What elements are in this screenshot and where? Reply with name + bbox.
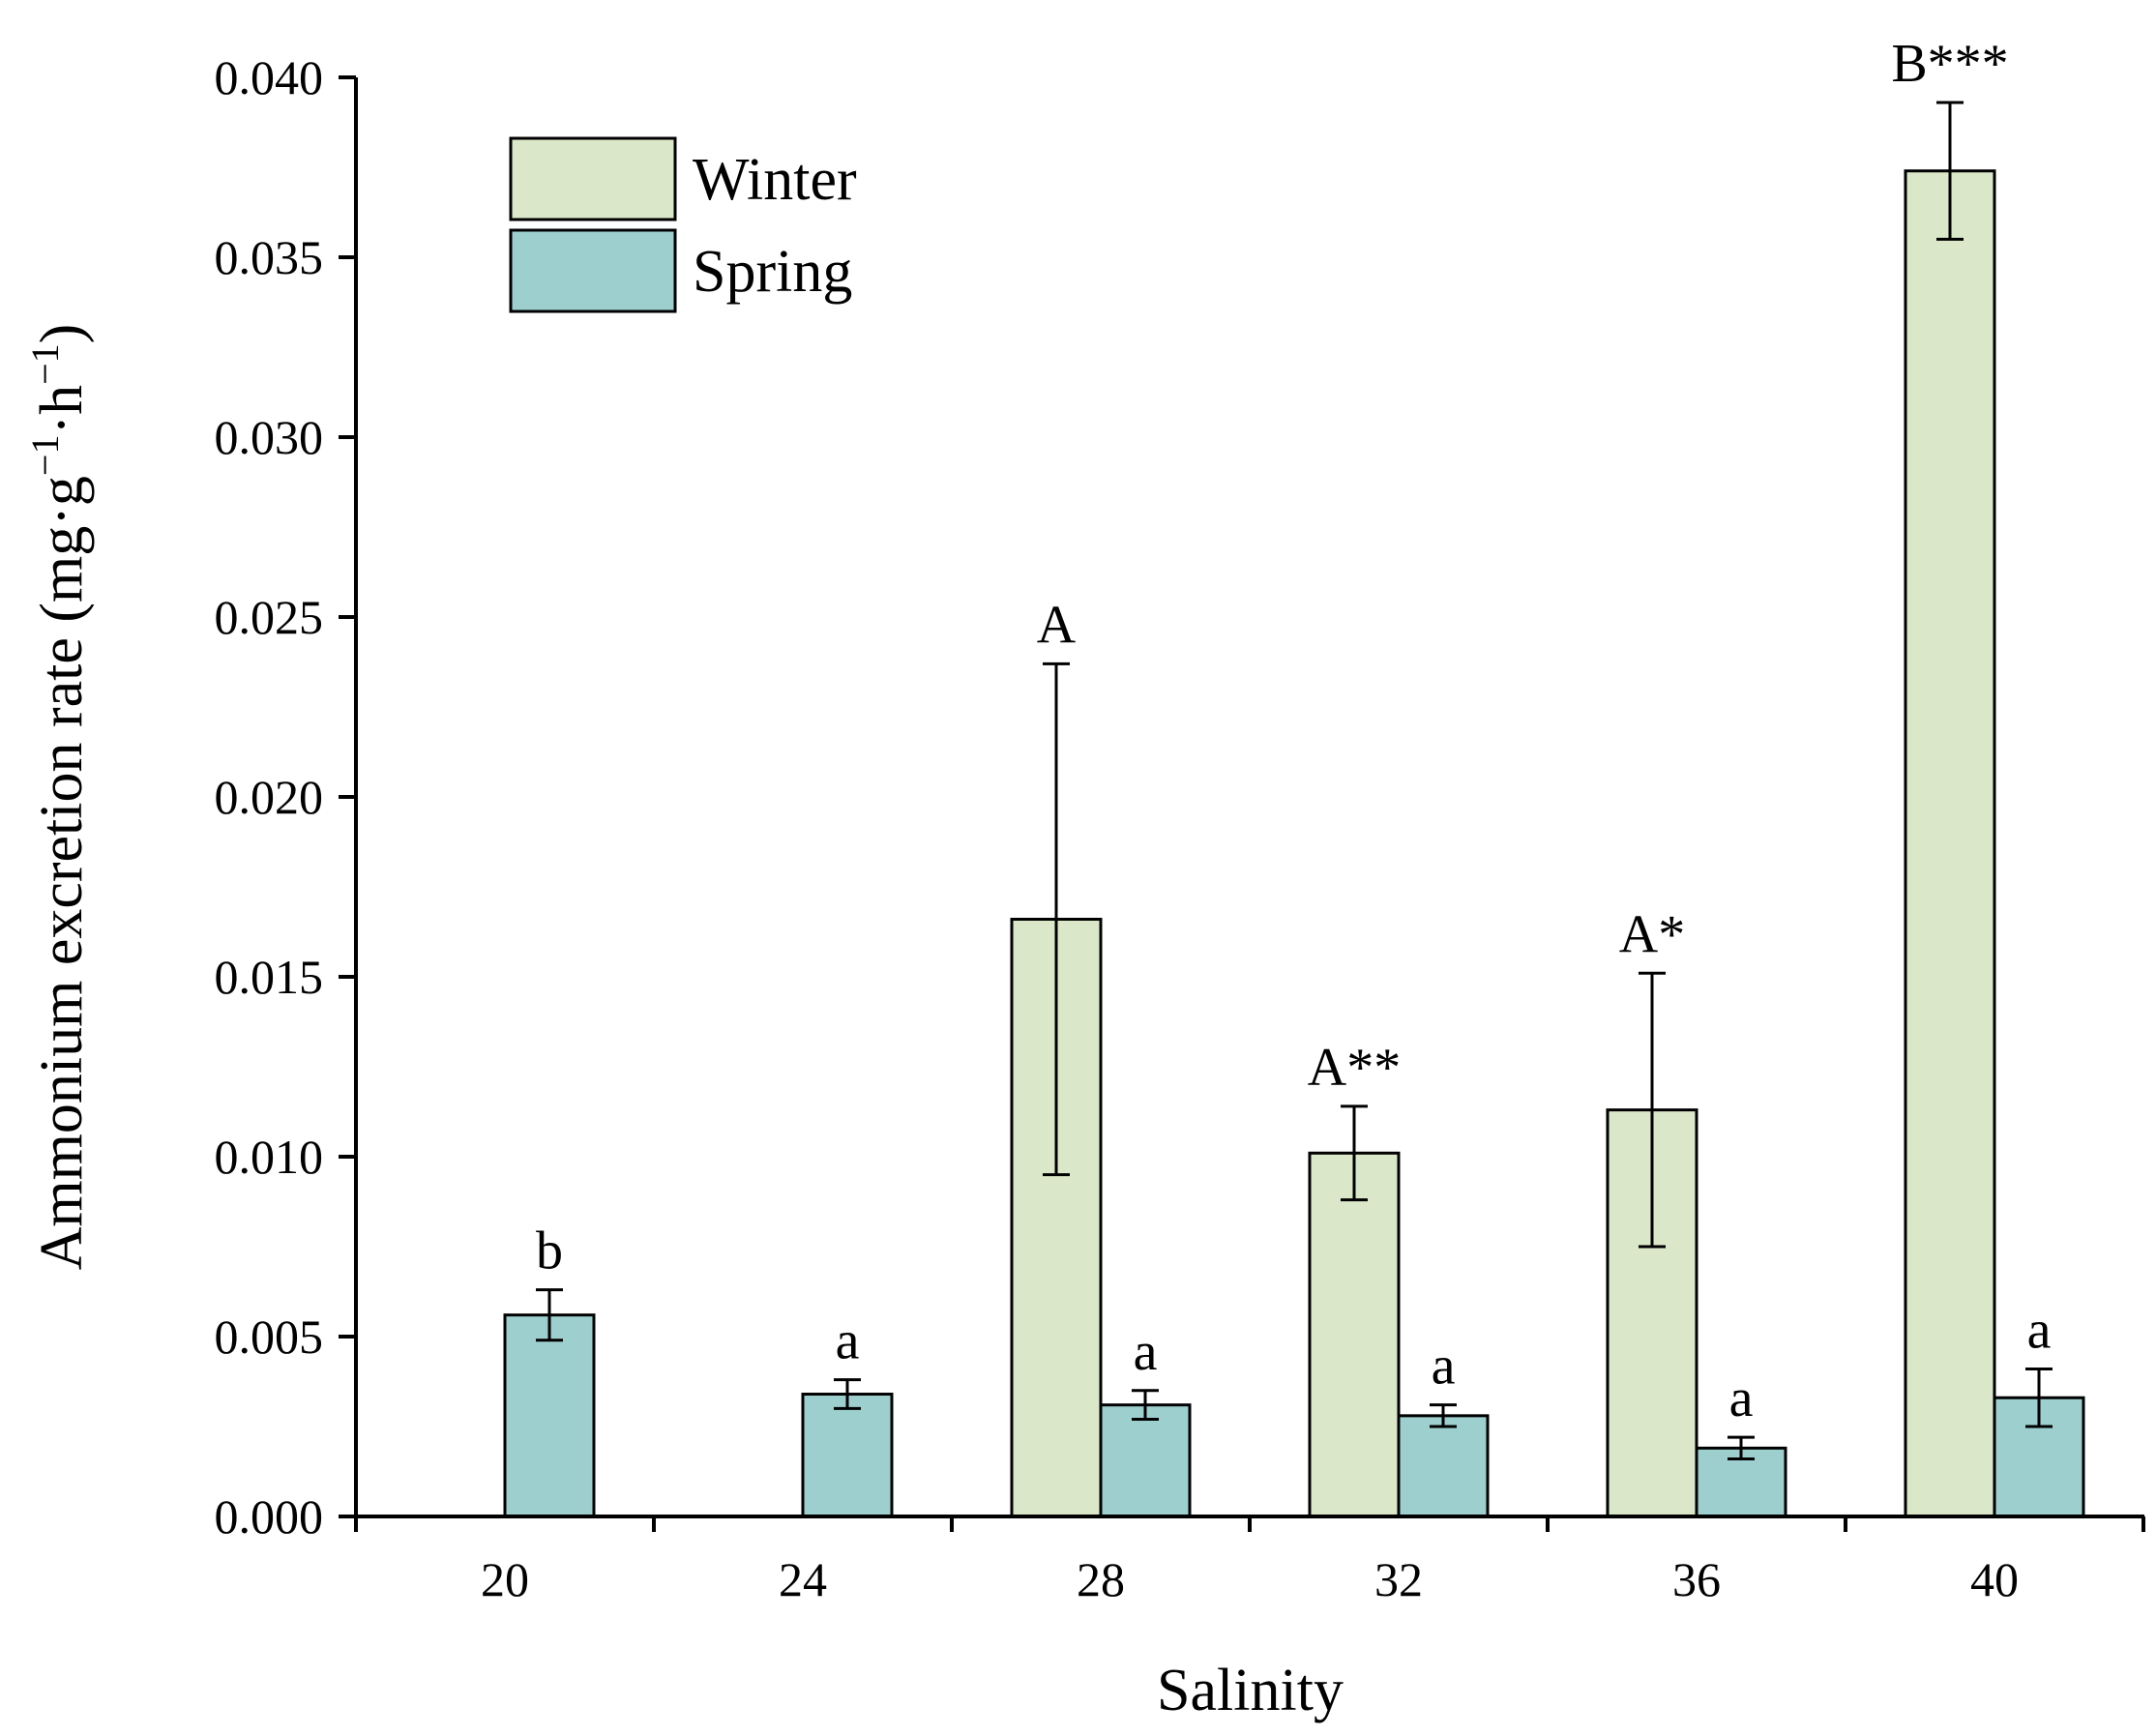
error-bar-winter-40 — [1936, 101, 1964, 241]
legend-swatch-spring — [509, 228, 677, 313]
bar-spring-28 — [1099, 1403, 1192, 1518]
bar-spring-32 — [1397, 1414, 1490, 1518]
y-tick-label: 0.035 — [215, 230, 324, 284]
y-tick-label: 0.030 — [215, 410, 324, 464]
y-tick-label: 0.025 — [215, 590, 324, 644]
error-bar-spring-24 — [834, 1378, 861, 1410]
significance-label-winter-32: A** — [1308, 1038, 1401, 1098]
y-axis-title-end: ) — [29, 324, 95, 344]
significance-label-winter-40: B*** — [1891, 34, 2008, 94]
y-tick-label: 0.005 — [215, 1309, 324, 1364]
error-bar-winter-32 — [1341, 1104, 1368, 1202]
legend-label-winter: Winter — [693, 147, 857, 213]
y-axis-title-sup2: −1 — [23, 343, 67, 385]
y-axis-title-main: Ammonium excretion rate (mg·g — [29, 476, 95, 1270]
legend-label-spring: Spring — [693, 239, 852, 305]
error-bar-spring-32 — [1430, 1403, 1457, 1428]
bar-winter-32 — [1308, 1151, 1401, 1518]
y-tick-label: 0.020 — [215, 770, 324, 824]
bar-spring-24 — [801, 1393, 894, 1518]
y-axis-title: Ammonium excretion rate (mg·g−1·h−1) — [23, 324, 95, 1271]
x-tick-label: 40 — [1970, 1552, 2019, 1606]
x-tick-label: 28 — [1077, 1552, 1125, 1606]
x-tick-label: 32 — [1374, 1552, 1423, 1606]
error-bar-winter-36 — [1639, 971, 1666, 1249]
legend-swatch-winter — [509, 136, 677, 221]
legend: Winter Spring — [509, 136, 857, 313]
significance-label-winter-28: A — [1037, 595, 1077, 655]
y-axis-title-mid: ·h — [29, 385, 95, 435]
significance-label-spring-28: a — [1134, 1322, 1158, 1382]
x-tick-label: 24 — [779, 1552, 827, 1606]
x-axis-title: Salinity — [1157, 1658, 1344, 1723]
significance-label-spring-20: b — [536, 1221, 563, 1281]
error-bar-winter-28 — [1043, 662, 1070, 1177]
x-tick-label: 36 — [1672, 1552, 1721, 1606]
y-tick-label: 0.015 — [215, 950, 324, 1004]
y-tick-label: 0.040 — [215, 50, 324, 104]
significance-label-spring-32: a — [1432, 1337, 1456, 1397]
error-bar-spring-20 — [536, 1288, 563, 1342]
bar-winter-40 — [1904, 169, 1996, 1518]
y-tick-label: 0.010 — [215, 1130, 324, 1184]
y-axis-title-sup1: −1 — [23, 435, 67, 477]
ticks: 0.000 0.005 0.010 0.015 0.020 0.025 0.030 0.035… — [215, 50, 2145, 1606]
significance-label-spring-40: a — [2027, 1300, 2052, 1360]
error-bar-spring-40 — [2025, 1367, 2053, 1428]
error-bar-spring-36 — [1728, 1435, 1755, 1460]
bars: A A** A* B*** b a a a a a — [503, 34, 2085, 1518]
significance-label-spring-24: a — [836, 1311, 860, 1371]
y-tick-label: 0.000 — [215, 1489, 324, 1544]
significance-label-spring-36: a — [1729, 1368, 1754, 1428]
error-bar-spring-28 — [1132, 1389, 1159, 1422]
bar-spring-20 — [503, 1313, 596, 1518]
significance-label-winter-36: A* — [1619, 904, 1685, 964]
x-tick-label: 20 — [481, 1552, 529, 1606]
